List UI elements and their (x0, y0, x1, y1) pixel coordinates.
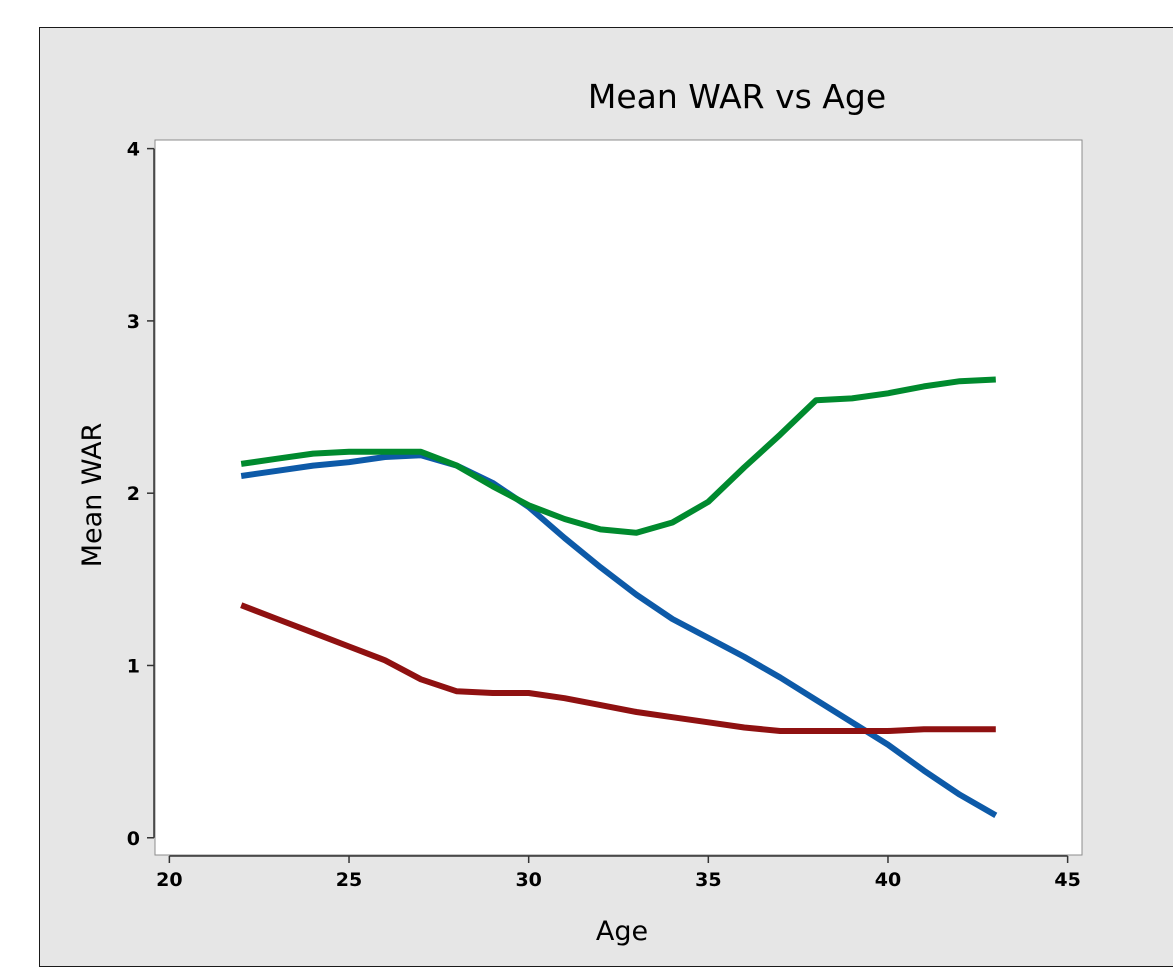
y-tick-label: 4 (127, 139, 140, 161)
plot-area (154, 139, 1083, 856)
y-axis-title: Mean WAR (77, 423, 108, 568)
y-tick-label: 0 (127, 828, 140, 850)
x-tick-label: 45 (1054, 869, 1080, 891)
x-tick-label: 35 (695, 869, 721, 891)
x-axis-title: Age (596, 916, 648, 947)
x-tick-label: 25 (336, 869, 362, 891)
x-tick-label: 20 (156, 869, 182, 891)
series-line-3 (240, 602, 996, 734)
y-tick-label: 2 (127, 483, 140, 505)
y-tick-label: 1 (127, 655, 140, 677)
chart-title: Mean WAR vs Age (588, 77, 886, 116)
x-tick-label: 30 (515, 869, 541, 891)
series-line-2 (240, 376, 996, 536)
x-tick-label: 40 (875, 869, 901, 891)
y-tick-label: 3 (127, 311, 140, 333)
